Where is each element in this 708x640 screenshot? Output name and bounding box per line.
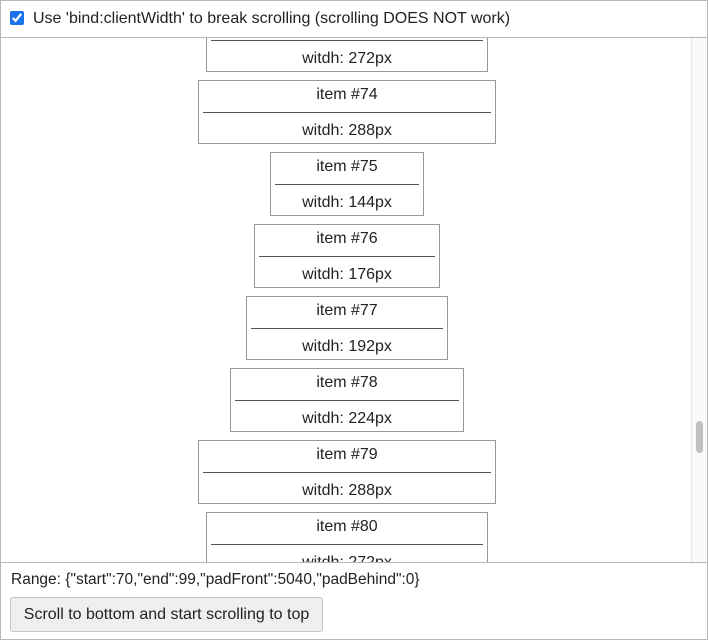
item-divider bbox=[211, 40, 483, 41]
item-width: witdh: 288px bbox=[302, 482, 392, 499]
item-label: item #78 bbox=[316, 374, 378, 391]
list-item: item #78 witdh: 224px bbox=[230, 368, 464, 432]
list-item: item #74 witdh: 288px bbox=[198, 80, 496, 144]
list-item: item #76 witdh: 176px bbox=[254, 224, 440, 288]
item-label: item #76 bbox=[316, 230, 378, 247]
item-width: witdh: 144px bbox=[302, 194, 392, 211]
list-item: item #75 witdh: 144px bbox=[270, 152, 424, 216]
scrollbar[interactable] bbox=[691, 38, 707, 562]
item-divider bbox=[275, 184, 419, 185]
item-divider bbox=[203, 112, 491, 113]
item-label: item #74 bbox=[316, 86, 378, 103]
item-divider bbox=[251, 328, 443, 329]
item-label: item #79 bbox=[316, 446, 378, 463]
list-item: witdh: 272px bbox=[206, 38, 488, 72]
list-item: item #79 witdh: 288px bbox=[198, 440, 496, 504]
item-divider bbox=[235, 400, 459, 401]
item-width: witdh: 224px bbox=[302, 410, 392, 427]
item-divider bbox=[203, 472, 491, 473]
checkbox-label[interactable]: Use 'bind:clientWidth' to break scrollin… bbox=[33, 10, 511, 27]
bind-checkbox[interactable] bbox=[10, 11, 24, 25]
item-width: witdh: 272px bbox=[302, 50, 392, 67]
scroll-button[interactable]: Scroll to bottom and start scrolling to … bbox=[10, 597, 323, 632]
scrollbar-thumb[interactable] bbox=[696, 421, 703, 453]
range-text: Range: {"start":70,"end":99,"padFront":5… bbox=[11, 571, 420, 588]
list-item: item #77 witdh: 192px bbox=[246, 296, 448, 360]
virtual-list[interactable]: witdh: 272px item #74 witdh: 288px item #75… bbox=[1, 38, 707, 563]
item-divider bbox=[259, 256, 435, 257]
item-label: item #75 bbox=[316, 158, 378, 175]
option-bar: Use 'bind:clientWidth' to break scrollin… bbox=[1, 1, 707, 38]
item-width: witdh: 192px bbox=[302, 338, 392, 355]
item-label: item #77 bbox=[316, 302, 378, 319]
item-divider bbox=[211, 544, 483, 545]
item-width: witdh: 176px bbox=[302, 266, 392, 283]
list-item: item #80 witdh: 272px bbox=[206, 512, 488, 563]
item-width: witdh: 288px bbox=[302, 122, 392, 139]
item-label: item #80 bbox=[316, 518, 378, 535]
item-width: witdh: 272px bbox=[302, 554, 392, 563]
